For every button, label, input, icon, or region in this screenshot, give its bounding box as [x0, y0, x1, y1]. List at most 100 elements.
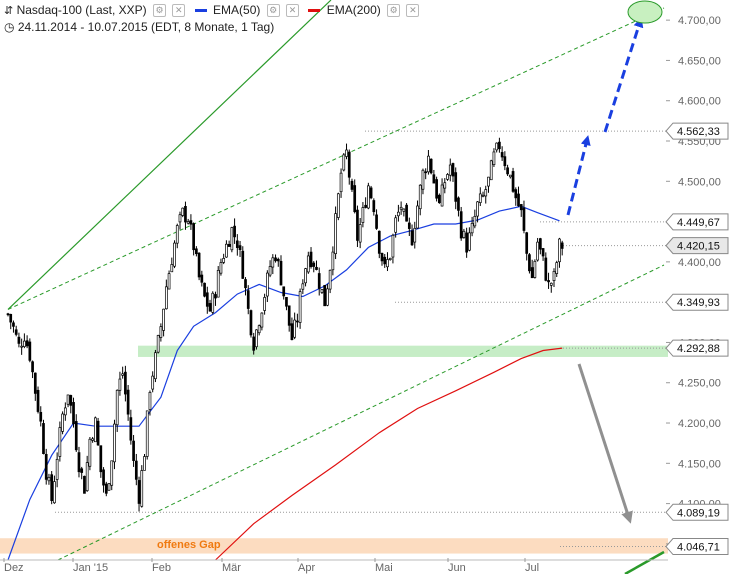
candle-body: [189, 220, 193, 225]
candle: [320, 288, 324, 294]
candle-body: [440, 184, 444, 207]
candle: [446, 173, 449, 181]
candle: [159, 323, 163, 342]
candle-body: [110, 460, 114, 486]
candle-body: [124, 371, 127, 395]
candle-body: [358, 224, 362, 243]
candle: [197, 252, 201, 281]
candle: [525, 231, 529, 261]
candle: [519, 203, 523, 217]
ema200-settings-icon[interactable]: ⚙: [387, 4, 401, 18]
candle-body: [416, 205, 419, 229]
candle: [503, 151, 507, 171]
chart-type-icon[interactable]: ⇵: [4, 5, 14, 17]
candle: [104, 481, 108, 497]
candle-body: [522, 207, 526, 231]
candle-body: [162, 308, 165, 331]
candle: [28, 338, 32, 363]
candle-body: [83, 475, 86, 494]
candle-body: [6, 313, 10, 316]
candle-body: [503, 156, 507, 167]
candle-body: [145, 410, 149, 457]
candle-body: [151, 375, 155, 390]
candle-body: [514, 189, 518, 199]
candle: [102, 467, 105, 493]
candle-body: [552, 271, 556, 281]
candle: [129, 409, 133, 445]
candle: [39, 406, 43, 427]
candle-body: [446, 174, 449, 180]
long-term-trend-line: [624, 550, 665, 574]
candle-body: [312, 262, 316, 267]
candle: [405, 203, 408, 222]
ema50-close-icon[interactable]: ✕: [286, 4, 300, 18]
candle: [227, 240, 231, 247]
candle-body: [432, 174, 436, 184]
candle: [53, 475, 56, 504]
candle-body: [186, 221, 190, 224]
candle: [560, 240, 564, 256]
candle-body: [468, 232, 471, 251]
candle: [118, 371, 122, 396]
candle-body: [508, 174, 512, 178]
candle-body: [298, 291, 302, 323]
candle-body: [12, 322, 15, 327]
support-zone: [138, 345, 668, 357]
candle: [164, 279, 168, 310]
candle-body: [541, 248, 545, 257]
candle: [538, 237, 542, 255]
candle-body: [290, 323, 294, 341]
candle-body: [536, 241, 539, 261]
chart-subheader: ◷ 24.11.2014 - 10.07.2015 (EDT, 8 Monate…: [4, 20, 274, 34]
candle-body: [315, 266, 318, 270]
candle-body: [405, 204, 408, 222]
candle: [410, 224, 414, 246]
candle-body: [492, 151, 496, 165]
candle: [77, 446, 81, 478]
candle-body: [170, 264, 174, 273]
candle: [225, 240, 228, 258]
candle-body: [164, 286, 168, 310]
candle: [457, 196, 460, 217]
candle: [342, 153, 346, 172]
candle-body: [506, 167, 509, 175]
candle: [6, 312, 10, 317]
candle: [167, 270, 171, 290]
candle-body: [394, 217, 398, 233]
candle-body: [282, 286, 286, 297]
candle-body: [350, 180, 354, 190]
close-icon[interactable]: ✕: [172, 4, 186, 18]
ema200-close-icon[interactable]: ✕: [406, 4, 420, 18]
candle: [298, 288, 302, 329]
candle-body: [28, 341, 32, 361]
candle: [274, 254, 277, 263]
candle: [195, 246, 198, 257]
candle-body: [397, 211, 400, 217]
candle-body: [42, 423, 45, 454]
candle: [317, 267, 321, 296]
candle: [347, 149, 351, 185]
y-tick-label: 4.650,00: [678, 55, 721, 67]
candle: [470, 216, 474, 237]
candle-body: [487, 176, 490, 187]
candle: [99, 445, 103, 478]
candle: [517, 186, 520, 207]
candle: [345, 143, 348, 160]
candle-body: [197, 252, 201, 278]
candle-body: [356, 209, 359, 241]
candle: [145, 410, 149, 460]
price-tag: 4.292,88: [665, 339, 729, 357]
candle-body: [255, 329, 258, 348]
candle-body: [181, 207, 185, 216]
channel-upper-dashed-line: [7, 7, 665, 310]
candle: [514, 187, 518, 206]
ema50-settings-icon[interactable]: ⚙: [266, 4, 280, 18]
candle: [476, 201, 479, 223]
candle-body: [530, 267, 534, 279]
price-tag-label: 4.562,33: [677, 126, 720, 138]
ema50-legend-label: EMA(50): [213, 3, 261, 17]
settings-icon[interactable]: ⚙: [152, 4, 166, 18]
candle: [85, 455, 89, 492]
candle-body: [113, 423, 116, 463]
